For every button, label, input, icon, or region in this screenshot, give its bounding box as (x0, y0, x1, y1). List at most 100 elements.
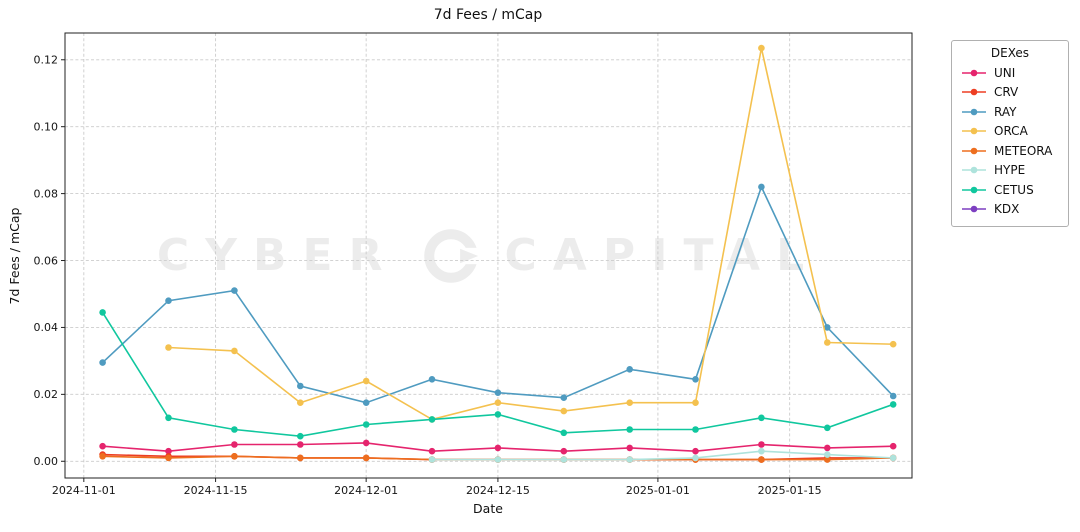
data-point-meteora (165, 454, 172, 462)
legend-item-hype: HYPE (961, 161, 1059, 181)
legend-marker-icon (962, 127, 986, 135)
data-point-uni (165, 447, 172, 455)
data-point-ray (824, 324, 831, 331)
legend-item-orca: ORCA (961, 122, 1059, 142)
data-point-orca (560, 407, 568, 415)
data-point-ray (758, 183, 765, 191)
legend-item-ray: RAY (961, 102, 1059, 122)
data-point-cetus (165, 414, 172, 422)
data-point-ray (560, 394, 568, 402)
data-point-ray (231, 287, 238, 294)
legend-marker-icon (962, 166, 986, 174)
data-point-cetus (824, 424, 831, 432)
data-point-uni (99, 442, 106, 450)
data-point-meteora (824, 456, 831, 463)
data-point-uni (494, 444, 502, 452)
data-point-ray (428, 376, 436, 383)
series-line-orca (168, 47, 894, 421)
data-point-meteora (297, 454, 304, 462)
plot-frame (64, 32, 913, 479)
data-point-orca (362, 377, 370, 385)
legend-marker-icon (962, 69, 986, 77)
data-point-orca (165, 344, 172, 351)
data-point-ray (362, 399, 370, 407)
data-point-meteora (99, 453, 106, 460)
y-axis-label: 7d Fees / mCap (7, 207, 22, 305)
legend-label: KDX (994, 202, 1020, 217)
data-point-cetus (560, 429, 568, 437)
data-point-ray (494, 389, 502, 397)
legend-items: UNI CRV RAY ORCA METEORA HYPE CETUS KDX (961, 63, 1059, 219)
x-tick-label: 2024-12-15 (466, 484, 530, 497)
data-point-cetus (231, 426, 238, 433)
data-point-uni (626, 444, 633, 452)
data-point-cetus (362, 421, 370, 428)
data-point-hype (494, 456, 502, 463)
x-tick-label: 2024-11-15 (184, 484, 248, 497)
data-point-uni (231, 441, 238, 448)
legend-item-meteora: METEORA (961, 141, 1059, 161)
legend-marker-icon (962, 205, 986, 213)
chart-title: 7d Fees / mCap (433, 7, 543, 23)
data-point-hype (824, 451, 831, 458)
data-point-orca (231, 347, 238, 355)
data-point-ray (889, 392, 897, 400)
data-point-uni (889, 442, 897, 450)
data-point-cetus (626, 426, 633, 433)
data-point-hype (692, 454, 699, 462)
data-point-cetus (758, 414, 765, 422)
y-tick-label: 0.06 (34, 254, 59, 267)
legend-marker-icon (962, 147, 986, 155)
data-point-uni (692, 447, 699, 455)
x-tick-label: 2025-01-01 (626, 484, 690, 497)
y-tick-label: 0.08 (34, 187, 59, 200)
data-point-ray (99, 359, 106, 366)
legend-label: ORCA (994, 124, 1028, 139)
legend-marker-icon (962, 108, 986, 116)
data-point-cetus (99, 309, 106, 316)
data-point-hype (889, 454, 897, 462)
legend-label: UNI (994, 65, 1016, 80)
legend-label: CRV (994, 85, 1019, 100)
data-point-cetus (692, 426, 699, 433)
data-point-meteora (362, 454, 370, 462)
y-tick-label: 0.04 (34, 321, 59, 334)
data-point-ray (297, 382, 304, 390)
y-tick-label: 0.12 (34, 54, 59, 67)
legend-item-uni: UNI (961, 63, 1059, 83)
legend-title: DEXes (990, 46, 1030, 60)
data-point-orca (297, 399, 304, 407)
legend-label: METEORA (994, 143, 1053, 158)
x-tick-label: 2025-01-15 (758, 484, 822, 497)
data-point-meteora (758, 456, 765, 463)
legend-label: CETUS (994, 182, 1034, 197)
legend-item-kdx: KDX (961, 200, 1059, 220)
data-point-cetus (428, 416, 436, 423)
legend-label: RAY (994, 104, 1017, 119)
data-point-uni (428, 447, 436, 455)
x-tick-label: 2024-12-01 (334, 484, 398, 497)
legend-label: HYPE (994, 163, 1026, 178)
x-axis-label: Date (473, 501, 503, 516)
data-point-uni (362, 439, 370, 447)
data-point-ray (165, 297, 172, 305)
legend-marker-icon (962, 88, 986, 96)
y-tick-label: 0.10 (34, 120, 59, 133)
data-point-orca (494, 399, 502, 407)
data-point-hype (428, 456, 436, 463)
data-point-uni (297, 441, 304, 448)
data-point-uni (824, 444, 831, 452)
legend-marker-icon (962, 186, 986, 194)
data-point-orca (824, 339, 831, 346)
y-tick-label: 0.02 (34, 388, 59, 401)
data-point-cetus (494, 411, 502, 418)
legend: DEXes UNI CRV RAY ORCA METEORA HYPE CETUS KDX (951, 40, 1069, 227)
data-point-uni (560, 447, 568, 455)
data-point-cetus (889, 401, 897, 408)
data-point-hype (626, 456, 633, 463)
data-point-uni (758, 441, 765, 448)
x-tick-label: 2024-11-01 (52, 484, 116, 497)
legend-item-cetus: CETUS (961, 180, 1059, 200)
